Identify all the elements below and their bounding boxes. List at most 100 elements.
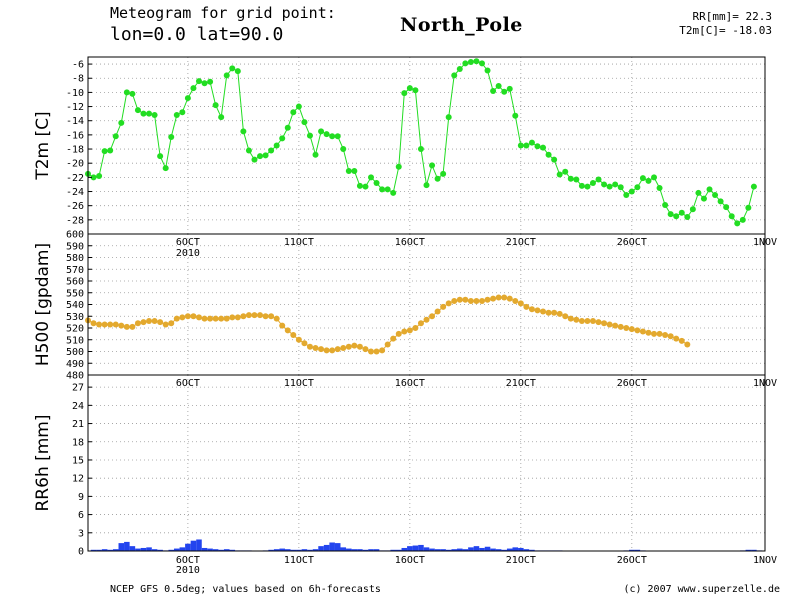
t2m-point xyxy=(562,168,569,175)
t2m-point xyxy=(306,132,313,139)
h500-point xyxy=(651,330,658,337)
t2m-point xyxy=(151,112,158,119)
h500-point xyxy=(356,343,363,350)
h500-point xyxy=(184,313,191,320)
date-tick-label: 1NOV xyxy=(753,555,777,566)
h500-point xyxy=(157,319,164,326)
t2m-point xyxy=(101,148,108,155)
t2m-point xyxy=(368,174,375,181)
t2m-point xyxy=(257,153,264,160)
rr6h-bar xyxy=(373,549,380,551)
rr6h-ytick-label: 21 xyxy=(72,419,84,430)
t2m-point xyxy=(656,184,663,191)
t2m-point xyxy=(379,186,386,193)
h500-ytick-label: 590 xyxy=(66,241,84,252)
h500-point xyxy=(96,321,103,328)
rr6h-bar xyxy=(312,549,319,551)
rr6h-bar xyxy=(223,549,230,551)
t2m-point xyxy=(207,78,214,85)
h500-point xyxy=(101,321,108,328)
rr6h-bar xyxy=(279,548,285,551)
rr6h-bar xyxy=(268,549,274,551)
h500-point xyxy=(229,314,236,321)
t2m-point xyxy=(229,65,236,72)
t2m-point xyxy=(395,163,402,170)
h500-ytick-label: 570 xyxy=(66,265,84,276)
t2m-ytick-label: -12 xyxy=(66,102,84,113)
t2m-point xyxy=(329,133,336,140)
h500-point xyxy=(612,322,619,329)
date-tick-label: 11OCT xyxy=(284,555,314,566)
rr6h-bar xyxy=(185,543,191,551)
t2m-ytick-label: -16 xyxy=(66,130,84,141)
t2m-point xyxy=(112,133,119,140)
t2m-point xyxy=(201,80,208,87)
rr6h-bar xyxy=(445,549,452,551)
t2m-point xyxy=(540,144,547,151)
t2m-point xyxy=(750,183,757,190)
rr6h-ytick-label: 6 xyxy=(78,510,84,521)
h500-point xyxy=(362,346,369,353)
h500-ytick-label: 550 xyxy=(66,288,84,299)
h500-point xyxy=(345,343,352,350)
rr6h-bar xyxy=(168,549,175,551)
rr6h-bar xyxy=(401,547,408,551)
date-tick-label: 16OCT xyxy=(395,378,425,389)
t2m-point xyxy=(628,188,635,195)
h500-point xyxy=(673,335,680,342)
t2m-point xyxy=(157,153,164,160)
precip-total: RR[mm]= 22.3 xyxy=(692,10,772,23)
h500-point xyxy=(329,347,336,354)
date-tick-label: 1NOV xyxy=(753,378,777,389)
t2m-point xyxy=(534,143,541,150)
rr6h-bar xyxy=(745,549,752,551)
h500-point xyxy=(162,321,169,328)
h500-point xyxy=(434,308,441,315)
t2m-point xyxy=(440,170,447,177)
t2m-point xyxy=(134,107,141,114)
h500-point xyxy=(678,337,685,344)
rr6h-bar xyxy=(140,547,147,551)
h500-point xyxy=(290,332,297,339)
t2m-point xyxy=(279,135,286,142)
rr6h-bar xyxy=(390,549,396,551)
t2m-point xyxy=(623,192,630,199)
h500-point xyxy=(279,322,286,329)
t2m-point xyxy=(739,216,746,223)
rr6h-bar xyxy=(462,549,469,551)
h500-point xyxy=(484,296,491,303)
h500-point xyxy=(662,332,669,339)
h500-point xyxy=(262,313,269,320)
rr6h-ytick-label: 0 xyxy=(78,547,84,558)
footer-source: NCEP GFS 0.5deg; values based on 6h-fore… xyxy=(110,584,381,595)
date-tick-label: 21OCT xyxy=(506,555,536,566)
h500-point xyxy=(501,294,508,301)
t2m-point xyxy=(401,90,408,97)
h500-point xyxy=(273,315,280,322)
t2m-point xyxy=(717,198,724,205)
t2m-point xyxy=(667,211,674,218)
h500-point xyxy=(562,313,569,320)
date-tick-label: 6OCT xyxy=(176,378,200,389)
t2m-point xyxy=(606,183,613,190)
t2m-point xyxy=(345,167,352,174)
h500-point xyxy=(168,320,175,327)
t2m-point xyxy=(634,184,641,191)
rr6h-bar xyxy=(151,549,158,551)
t2m-point xyxy=(745,204,752,211)
t2m-point xyxy=(601,181,608,188)
t2m-point xyxy=(700,195,707,202)
rr6h-ytick-label: 18 xyxy=(72,437,84,448)
h500-point xyxy=(540,308,547,315)
h500-point xyxy=(173,315,180,322)
t2m-point xyxy=(273,142,280,149)
rr6h-bar xyxy=(290,549,297,551)
rr6h-bar xyxy=(412,545,419,551)
h500-ytick-label: 520 xyxy=(66,324,84,335)
rr6h-bar xyxy=(512,547,519,551)
t2m-point xyxy=(146,110,153,117)
h500-ytick-label: 490 xyxy=(66,359,84,370)
h500-point xyxy=(340,344,347,351)
h500-point xyxy=(201,315,208,322)
h500-point xyxy=(234,314,241,321)
